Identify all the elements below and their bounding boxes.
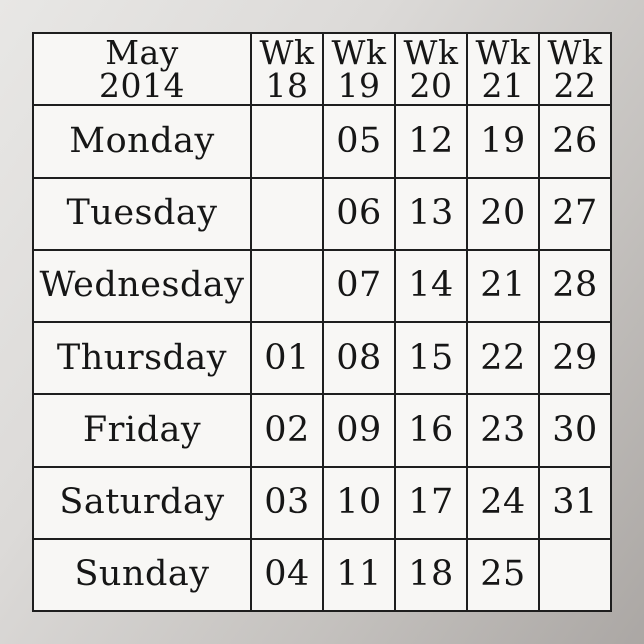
date-cell: 20 [468,178,538,249]
date-cell: 04 [252,539,322,610]
year-label: 2014 [99,66,185,106]
week-header-22: Wk 22 [540,33,610,106]
date-cell: 21 [468,250,538,321]
date-cell: 07 [324,250,394,321]
date-cell: 12 [396,106,466,177]
date-cell: 29 [540,323,610,394]
date-cell: 15 [396,323,466,394]
date-cell: 26 [540,106,610,177]
date-cell: 17 [396,467,466,538]
date-cell: 16 [396,395,466,466]
week-number: 18 [265,66,309,106]
date-cell: 25 [468,539,538,610]
date-cell: 31 [540,467,610,538]
day-label-sunday: Sunday [34,539,250,610]
date-cell: 13 [396,178,466,249]
date-cell: 01 [252,323,322,394]
day-label-monday: Monday [34,106,250,177]
day-label-tuesday: Tuesday [34,178,250,249]
week-label: Wk [331,33,387,73]
date-cell: 05 [324,106,394,177]
week-number: 19 [337,66,381,106]
week-label: Wk [475,33,531,73]
date-cell: 24 [468,467,538,538]
date-cell: 22 [468,323,538,394]
date-cell: 28 [540,250,610,321]
month-year-header: May 2014 [34,33,250,106]
day-label-thursday: Thursday [34,323,250,394]
day-label-wednesday: Wednesday [34,250,250,321]
week-number: 22 [553,66,597,106]
date-cell: 23 [468,395,538,466]
date-cell: 03 [252,467,322,538]
week-label: Wk [259,33,315,73]
week-header-20: Wk 20 [396,33,466,106]
week-header-18: Wk 18 [252,33,322,106]
week-label: Wk [547,33,603,73]
date-cell [252,178,322,249]
date-cell: 10 [324,467,394,538]
date-cell: 06 [324,178,394,249]
date-cell [252,106,322,177]
date-cell: 09 [324,395,394,466]
week-number: 20 [409,66,453,106]
calendar-table: May 2014 Wk 18 Wk 19 Wk 20 Wk 21 Wk 22 M… [32,32,612,612]
date-cell: 18 [396,539,466,610]
date-cell [540,539,610,610]
date-cell: 27 [540,178,610,249]
date-cell: 14 [396,250,466,321]
date-cell: 30 [540,395,610,466]
date-cell: 11 [324,539,394,610]
week-number: 21 [481,66,525,106]
date-cell: 08 [324,323,394,394]
month-label: May [105,33,179,73]
day-label-friday: Friday [34,395,250,466]
date-cell: 02 [252,395,322,466]
week-header-19: Wk 19 [324,33,394,106]
week-header-21: Wk 21 [468,33,538,106]
day-label-saturday: Saturday [34,467,250,538]
date-cell [252,250,322,321]
date-cell: 19 [468,106,538,177]
week-label: Wk [403,33,459,73]
